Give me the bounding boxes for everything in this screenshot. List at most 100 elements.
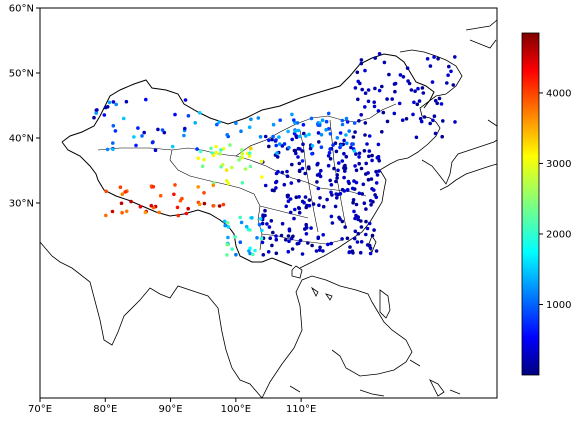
station-dot (260, 240, 265, 245)
station-dot (433, 131, 438, 136)
station-dot (175, 205, 180, 210)
station-dot (301, 123, 306, 127)
station-dot (329, 183, 334, 187)
station-dot (274, 138, 278, 142)
station-dot (302, 131, 306, 136)
station-dot (240, 181, 245, 185)
station-dot (176, 213, 181, 218)
station-dot (310, 243, 314, 248)
station-dot (393, 89, 397, 94)
station-dot (328, 147, 333, 151)
station-dot (326, 163, 331, 168)
station-dot (329, 190, 333, 195)
station-dot (294, 195, 299, 199)
station-dot (316, 131, 321, 135)
station-dot (226, 235, 230, 240)
station-dot (225, 133, 229, 137)
station-dot (366, 99, 371, 104)
station-dot (400, 118, 405, 122)
station-dot (319, 168, 323, 173)
station-dot (334, 192, 339, 196)
station-dot (316, 235, 321, 240)
station-dot (369, 203, 373, 207)
station-dot (364, 172, 368, 176)
station-dot (425, 57, 430, 61)
station-dot (374, 249, 379, 253)
station-dot (292, 216, 296, 221)
station-dot (224, 179, 229, 183)
station-dot (359, 166, 364, 171)
station-dot (357, 155, 361, 159)
station-dot (288, 197, 293, 201)
station-dot (362, 149, 367, 153)
station-dot (321, 249, 325, 253)
station-dot (436, 56, 440, 61)
station-markers (92, 52, 457, 257)
station-dot (432, 114, 437, 118)
x-tick-label: 100°E (221, 404, 251, 415)
station-dot (372, 228, 376, 232)
station-dot (225, 220, 230, 225)
station-dot (307, 203, 312, 208)
station-dot (285, 169, 289, 174)
station-dot (247, 154, 252, 158)
station-dot (343, 225, 348, 229)
station-dot (354, 213, 358, 218)
station-dot (304, 134, 308, 138)
station-dot (354, 180, 359, 185)
station-dot (271, 230, 275, 235)
station-dot (275, 155, 280, 159)
x-tick-label: 70°E (28, 404, 52, 415)
station-dot (377, 52, 382, 56)
station-dot (251, 252, 255, 257)
station-dot (162, 130, 167, 135)
station-dot (361, 182, 366, 187)
station-dot (392, 111, 397, 116)
station-dot (239, 155, 243, 160)
station-dot (332, 166, 336, 171)
station-dot (356, 231, 361, 236)
station-dot (292, 118, 296, 122)
station-dot (220, 162, 225, 167)
station-dot (351, 251, 355, 255)
station-dot (114, 102, 118, 107)
station-dot (328, 157, 333, 161)
station-dot (260, 175, 264, 179)
x-tick-label: 90°E (159, 404, 183, 415)
station-dot (401, 75, 406, 79)
station-dot (156, 127, 160, 132)
station-dot (224, 168, 229, 172)
station-dot (150, 140, 155, 145)
station-dot (103, 105, 108, 110)
station-dot (372, 104, 377, 109)
station-dot (377, 158, 382, 163)
station-dot (356, 97, 360, 102)
y-tick-label: 50°N (9, 69, 34, 80)
station-dot (234, 121, 238, 125)
station-dot (409, 88, 414, 92)
station-dot (345, 236, 350, 241)
station-dot (345, 120, 350, 124)
station-dot (124, 209, 129, 214)
station-dot (439, 102, 444, 106)
station-dot (263, 134, 268, 139)
station-dot (364, 207, 368, 211)
station-dot (340, 122, 345, 127)
station-dot (260, 228, 264, 233)
station-dot (340, 237, 344, 241)
station-dot (221, 147, 226, 151)
station-dot (451, 83, 456, 87)
station-dot (431, 118, 435, 123)
station-dot (111, 147, 115, 152)
station-dot (318, 196, 322, 200)
station-dot (263, 208, 267, 213)
station-dot (138, 204, 143, 209)
taiwan-hainan (291, 235, 377, 279)
station-dot (352, 121, 357, 125)
station-dot (196, 156, 200, 160)
station-dot (326, 111, 331, 116)
station-dot (354, 168, 359, 173)
station-dot (111, 100, 116, 104)
station-dot (348, 245, 352, 249)
station-dot (286, 193, 291, 198)
